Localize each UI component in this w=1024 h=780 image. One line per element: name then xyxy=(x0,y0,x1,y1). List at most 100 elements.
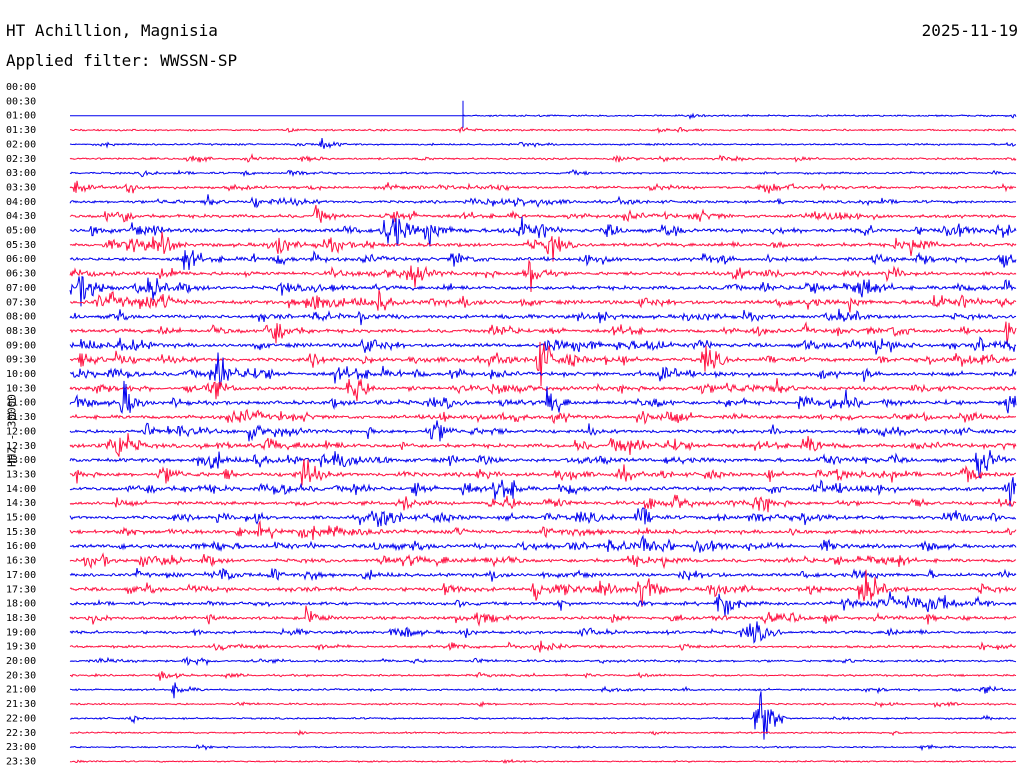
time-tick-label: 17:30 xyxy=(6,584,36,595)
seismogram-trace-1200 xyxy=(69,420,1017,442)
time-tick-label: 06:30 xyxy=(6,269,36,280)
seismogram-trace-1130 xyxy=(69,408,1016,425)
time-tick-label: 09:00 xyxy=(6,340,36,351)
seismogram-trace-1830 xyxy=(69,605,1017,627)
seismogram-trace-1630 xyxy=(69,552,1017,570)
time-tick-label: 07:00 xyxy=(6,283,36,294)
seismogram-trace-1700 xyxy=(69,567,1017,582)
seismogram-trace-0130 xyxy=(69,126,1017,134)
station-title: HT Achillion, Magnisia xyxy=(6,21,218,40)
time-tick-label: 14:30 xyxy=(6,498,36,509)
seismogram-traces xyxy=(69,100,1017,764)
time-tick-label: 12:00 xyxy=(6,426,36,437)
time-tick-label: 20:30 xyxy=(6,670,36,681)
seismogram-trace-0830 xyxy=(69,321,1017,345)
time-tick-label: 23:00 xyxy=(6,742,36,753)
seismogram-trace-0300 xyxy=(69,168,1016,178)
time-tick-label: 10:30 xyxy=(6,383,36,394)
seismogram-trace-0930 xyxy=(69,341,1017,387)
seismogram-trace-1900 xyxy=(69,621,1017,644)
time-tick-label: 07:30 xyxy=(6,297,36,308)
time-tick-label: 01:00 xyxy=(6,111,36,122)
seismogram-trace-0630 xyxy=(69,259,1017,293)
time-tick-label: 11:30 xyxy=(6,412,36,423)
seismogram-trace-1500 xyxy=(69,507,1017,527)
seismogram-trace-2230 xyxy=(69,729,1017,737)
seismogram-trace-1030 xyxy=(69,378,1017,402)
time-tick-label: 13:00 xyxy=(6,455,36,466)
seismogram-trace-2100 xyxy=(69,682,1017,699)
seismogram-trace-1000 xyxy=(69,352,1017,387)
time-tick-label: 00:00 xyxy=(6,82,36,93)
time-tick-label: 17:00 xyxy=(6,570,36,581)
time-tick-label: 01:30 xyxy=(6,125,36,136)
filter-label: Applied filter: WWSSN-SP xyxy=(6,51,238,70)
time-tick-label: 21:30 xyxy=(6,699,36,710)
time-tick-label: 09:30 xyxy=(6,355,36,366)
time-tick-label: 03:00 xyxy=(6,168,36,179)
date-label: 2025-11-19 xyxy=(921,21,1018,40)
seismogram-trace-1530 xyxy=(69,520,1017,540)
seismogram-trace-2200 xyxy=(69,691,1017,740)
time-tick-label: 06:00 xyxy=(6,254,36,265)
seismogram-trace-0800 xyxy=(69,308,1017,326)
time-tick-label: 05:30 xyxy=(6,240,36,251)
time-tick-label: 04:30 xyxy=(6,211,36,222)
seismogram-trace-1430 xyxy=(69,494,1017,513)
seismogram-trace-2300 xyxy=(69,743,1016,752)
seismogram-trace-0400 xyxy=(69,194,1017,209)
time-tick-label: 22:00 xyxy=(6,713,36,724)
seismogram-trace-2000 xyxy=(69,656,1017,667)
seismogram-trace-0430 xyxy=(69,204,1017,223)
time-tick-label: 11:00 xyxy=(6,398,36,409)
time-tick-label: 08:00 xyxy=(6,312,36,323)
time-tick-label: 15:00 xyxy=(6,513,36,524)
time-tick-label: 02:30 xyxy=(6,154,36,165)
seismogram-trace-0330 xyxy=(69,180,1017,194)
time-tick-label: 14:00 xyxy=(6,484,36,495)
seismogram-trace-0600 xyxy=(69,250,1017,271)
seismogram-trace-1330 xyxy=(69,459,1017,486)
seismogram-trace-2030 xyxy=(69,671,1017,681)
seismogram-trace-1730 xyxy=(69,569,1017,607)
time-tick-label: 04:00 xyxy=(6,197,36,208)
seismogram-trace-0200 xyxy=(69,138,1016,149)
seismogram-trace-1800 xyxy=(69,591,1017,617)
time-tick-label: 22:30 xyxy=(6,728,36,739)
seismogram-trace-1600 xyxy=(69,534,1017,553)
seismogram-trace-1400 xyxy=(69,477,1017,507)
time-tick-label: 18:00 xyxy=(6,599,36,610)
time-tick-label: 02:00 xyxy=(6,139,36,150)
time-tick-labels: 00:00 00:30 01:00 01:30 02:00 02:30 03:00 03:30… xyxy=(6,82,36,767)
seismogram-trace-0730 xyxy=(69,289,1017,313)
seismogram-trace-1300 xyxy=(69,450,1017,479)
time-tick-label: 12:30 xyxy=(6,441,36,452)
seismogram-trace-1230 xyxy=(69,433,1017,457)
time-tick-label: 03:30 xyxy=(6,182,36,193)
seismogram-trace-2330 xyxy=(69,758,1016,764)
time-tick-label: 05:00 xyxy=(6,226,36,237)
seismogram-trace-0900 xyxy=(69,336,1017,355)
time-tick-label: 16:30 xyxy=(6,556,36,567)
time-tick-label: 10:00 xyxy=(6,369,36,380)
seismogram-trace-1930 xyxy=(69,640,1017,653)
seismogram-trace-2130 xyxy=(69,700,1017,709)
seismogram-trace-0530 xyxy=(69,231,1017,262)
time-tick-label: 19:00 xyxy=(6,627,36,638)
time-tick-label: 08:30 xyxy=(6,326,36,337)
time-tick-label: 23:30 xyxy=(6,756,36,767)
time-tick-label: 15:30 xyxy=(6,527,36,538)
time-tick-label: 00:30 xyxy=(6,96,36,107)
time-tick-label: 13:30 xyxy=(6,469,36,480)
seismogram-trace-0230 xyxy=(69,153,1017,163)
time-tick-label: 21:00 xyxy=(6,685,36,696)
time-tick-label: 19:30 xyxy=(6,642,36,653)
seismogram-trace-0700 xyxy=(69,275,1017,307)
seismogram-trace-1100 xyxy=(69,380,1017,414)
time-tick-label: 16:00 xyxy=(6,541,36,552)
time-tick-label: 20:00 xyxy=(6,656,36,667)
seismogram-trace-0500 xyxy=(69,216,1017,247)
time-tick-label: 18:30 xyxy=(6,613,36,624)
seismogram-trace-0100 xyxy=(462,112,1017,120)
